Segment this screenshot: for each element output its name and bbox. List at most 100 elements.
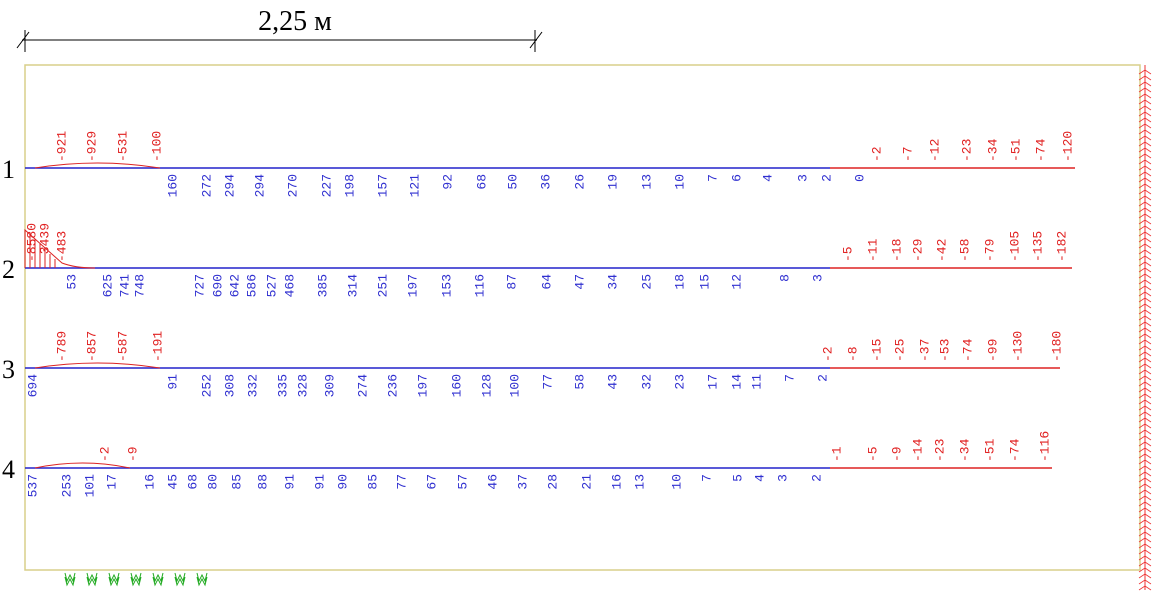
support-hatch: [1138, 459, 1152, 465]
support-hatch: [1138, 267, 1152, 273]
right-support: [1138, 65, 1152, 591]
force-label: 153: [439, 274, 454, 297]
force-label: 19: [605, 174, 620, 190]
support-hatch: [1138, 75, 1152, 81]
force-label: 10: [672, 174, 687, 190]
moment-label: -921: [54, 131, 69, 162]
support-hatch: [1138, 183, 1152, 189]
support-hatch: [1138, 177, 1152, 183]
support-hatch: [1138, 585, 1152, 591]
force-label: 270: [285, 174, 300, 197]
support-hatch: [1138, 351, 1152, 357]
force-label: 197: [415, 374, 430, 397]
force-label: 36: [538, 174, 553, 190]
force-label: 11: [749, 374, 764, 390]
support-hatch: [1138, 279, 1152, 285]
force-label: 64: [539, 274, 554, 290]
support-hatch: [1138, 207, 1152, 213]
force-label: 335: [275, 374, 290, 397]
support-hatch: [1138, 129, 1152, 135]
force-label: 6: [729, 174, 744, 182]
force-label: 87: [504, 274, 519, 290]
force-label: 88: [255, 474, 270, 490]
support-hatch: [1138, 471, 1152, 477]
force-label: 16: [142, 474, 157, 490]
support-hatch: [1138, 477, 1152, 483]
moment-label: -8: [845, 346, 860, 362]
force-label: 85: [229, 474, 244, 490]
support-hatch: [1138, 159, 1152, 165]
force-label: 91: [282, 474, 297, 490]
moment-label: -7: [900, 146, 915, 162]
moment-label: -191: [150, 331, 165, 362]
scale-tick: [529, 31, 543, 49]
force-label: 68: [185, 474, 200, 490]
spring: [152, 572, 164, 587]
support-hatch: [1138, 507, 1152, 513]
moment-label: -23: [932, 439, 947, 462]
moment-label: -116: [1037, 431, 1052, 462]
row-number: 2: [2, 255, 15, 284]
force-label: 253: [59, 474, 74, 497]
moment-label: -483: [54, 231, 69, 262]
force-label: 80: [205, 474, 220, 490]
force-label: 92: [440, 174, 455, 190]
force-label: 4: [752, 474, 767, 482]
support-hatch: [1138, 315, 1152, 321]
moment-label: -2: [820, 346, 835, 362]
force-label: 77: [540, 374, 555, 390]
support-hatch: [1138, 405, 1152, 411]
spring: [108, 572, 120, 587]
moment-label: -34: [985, 138, 1000, 162]
force-label: 741: [117, 274, 132, 298]
force-label: 91: [165, 374, 180, 390]
stress-diagram: [34, 362, 161, 369]
moment-label: -74: [1033, 138, 1048, 162]
moment-label: -5: [865, 446, 880, 462]
support-hatch: [1138, 501, 1152, 507]
spring: [196, 572, 208, 587]
force-label: 308: [222, 374, 237, 397]
support-hatch: [1138, 345, 1152, 351]
force-label: 3: [795, 174, 810, 182]
support-hatch: [1138, 99, 1152, 105]
force-label: 586: [244, 274, 259, 297]
support-hatch: [1138, 417, 1152, 423]
moment-label: -11: [865, 238, 880, 262]
support-hatch: [1138, 87, 1152, 93]
moment-label: -42: [934, 239, 949, 262]
support-hatch: [1138, 123, 1152, 129]
support-hatch: [1138, 357, 1152, 363]
force-label: 100: [507, 374, 522, 397]
support-hatch: [1138, 537, 1152, 543]
force-label: 91: [312, 474, 327, 490]
force-label: 332: [245, 374, 260, 397]
force-label: 101: [82, 474, 97, 498]
support-hatch: [1138, 339, 1152, 345]
support-hatch: [1138, 441, 1152, 447]
moment-label: -130: [1010, 331, 1025, 362]
force-label: 21: [579, 474, 594, 490]
moment-label: -12: [927, 139, 942, 162]
support-hatch: [1138, 273, 1152, 279]
force-label: 17: [104, 474, 119, 490]
moment-label: -51: [982, 438, 997, 462]
support-hatch: [1138, 285, 1152, 291]
force-label: 32: [639, 374, 654, 390]
force-label: 625: [100, 274, 115, 297]
support-hatch: [1138, 219, 1152, 225]
moment-label: -74: [1007, 438, 1022, 462]
support-hatch: [1138, 333, 1152, 339]
force-label: 8: [777, 274, 792, 282]
force-label: 23: [672, 374, 687, 390]
support-hatch: [1138, 213, 1152, 219]
force-label: 272: [199, 174, 214, 197]
force-label: 10: [669, 474, 684, 490]
force-label: 37: [515, 474, 530, 490]
moment-label: -53: [937, 339, 952, 362]
force-label: 252: [199, 374, 214, 397]
force-label: 236: [385, 374, 400, 397]
force-label: 7: [699, 474, 714, 482]
force-label: 2: [819, 174, 834, 182]
support-hatch: [1138, 105, 1152, 111]
